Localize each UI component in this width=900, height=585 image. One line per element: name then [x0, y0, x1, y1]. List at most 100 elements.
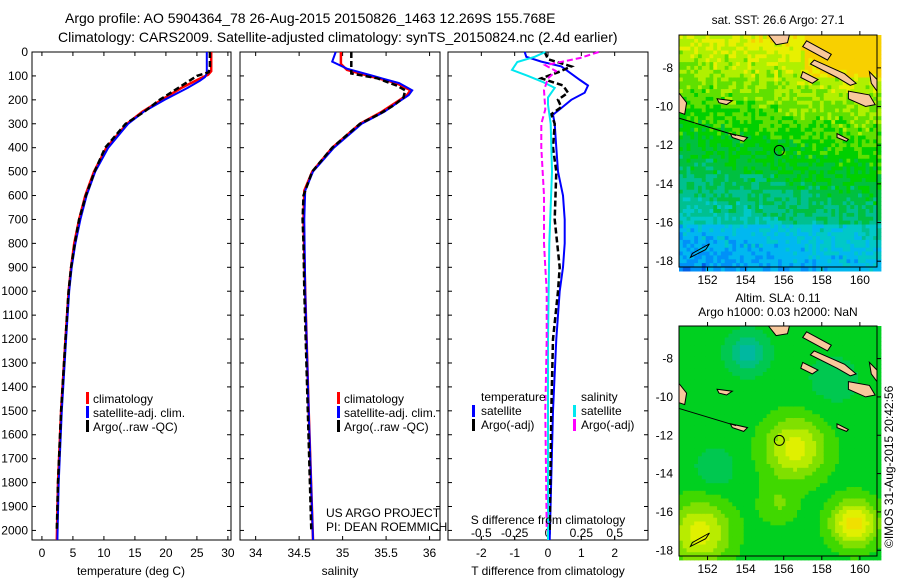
- grid-cell: [816, 182, 820, 187]
- legend-climatology-swatch: [337, 392, 340, 404]
- grid-cell: [694, 414, 698, 418]
- grid-cell: [793, 205, 797, 210]
- grid-cell: [721, 89, 725, 94]
- grid-cell: [721, 522, 725, 526]
- legend-s-argo-swatch: [573, 419, 576, 431]
- grid-cell: [690, 368, 694, 372]
- grid-cell: [759, 194, 763, 199]
- grid-cell: [713, 255, 717, 260]
- grid-cell: [687, 395, 691, 399]
- grid-cell: [862, 205, 866, 210]
- grid-cell: [725, 476, 729, 480]
- grid-cell: [751, 556, 755, 560]
- grid-cell: [740, 380, 744, 384]
- grid-cell: [732, 326, 736, 330]
- grid-cell: [729, 491, 733, 495]
- grid-cell: [710, 205, 714, 210]
- grid-cell: [835, 43, 839, 48]
- grid-cell: [729, 545, 733, 549]
- legend-s-satellite-swatch: [573, 405, 576, 417]
- grid-cell: [751, 357, 755, 361]
- grid-cell: [751, 376, 755, 380]
- grid-cell: [706, 449, 710, 453]
- grid-cell: [729, 170, 733, 175]
- grid-cell: [679, 506, 683, 510]
- grid-cell: [713, 372, 717, 376]
- grid-cell: [759, 449, 763, 453]
- grid-cell: [702, 139, 706, 144]
- grid-cell: [751, 341, 755, 345]
- grid-cell: [820, 182, 824, 187]
- grid-cell: [740, 391, 744, 395]
- grid-cell: [862, 240, 866, 245]
- grid-cell: [786, 255, 790, 260]
- grid-cell: [755, 101, 759, 106]
- project-credit: US ARGO PROJECT: [326, 506, 441, 520]
- grid-cell: [866, 205, 870, 210]
- grid-cell: [694, 372, 698, 376]
- grid-cell: [805, 147, 809, 152]
- grid-cell: [759, 529, 763, 533]
- grid-cell: [839, 81, 843, 86]
- grid-cell: [778, 163, 782, 168]
- grid-cell: [763, 70, 767, 75]
- grid-cell: [755, 437, 759, 441]
- grid-cell: [744, 124, 748, 128]
- grid-cell: [679, 361, 683, 365]
- grid-cell: [793, 147, 797, 152]
- grid-cell: [801, 54, 805, 59]
- grid-cell: [679, 449, 683, 453]
- grid-cell: [713, 221, 717, 226]
- grid-cell: [721, 487, 725, 491]
- grid-cell: [683, 353, 687, 357]
- grid-cell: [824, 124, 828, 128]
- grid-cell: [805, 116, 809, 121]
- grid-cell: [835, 232, 839, 237]
- grid-cell: [778, 47, 782, 52]
- grid-cell: [706, 384, 710, 388]
- grid-cell: [869, 186, 873, 191]
- grid-cell: [698, 112, 702, 117]
- grid-cell: [877, 151, 881, 156]
- grid-cell: [744, 545, 748, 549]
- grid-cell: [713, 499, 717, 503]
- grid-cell: [690, 151, 694, 156]
- grid-cell: [770, 58, 774, 63]
- grid-cell: [702, 182, 706, 187]
- grid-cell: [786, 205, 790, 210]
- grid-cell: [862, 217, 866, 222]
- grid-cell: [725, 403, 729, 407]
- grid-cell: [694, 426, 698, 430]
- grid-cell: [690, 433, 694, 437]
- grid-cell: [694, 518, 698, 522]
- grid-cell: [717, 414, 721, 418]
- grid-cell: [713, 407, 717, 411]
- grid-cell: [839, 58, 843, 63]
- grid-cell: [698, 163, 702, 168]
- grid-cell: [710, 449, 714, 453]
- grid-cell: [729, 93, 733, 98]
- grid-cell: [782, 105, 786, 110]
- grid-cell: [687, 89, 691, 94]
- grid-cell: [710, 407, 714, 411]
- grid-cell: [732, 453, 736, 457]
- grid-cell: [763, 468, 767, 472]
- grid-cell: [713, 525, 717, 529]
- grid-cell: [801, 101, 805, 106]
- grid-cell: [812, 205, 816, 210]
- grid-cell: [786, 93, 790, 98]
- grid-cell: [706, 147, 710, 152]
- grid-cell: [732, 197, 736, 202]
- grid-cell: [702, 525, 706, 529]
- grid-cell: [816, 151, 820, 156]
- grid-cell: [698, 514, 702, 518]
- grid-cell: [774, 128, 778, 133]
- grid-cell: [687, 468, 691, 472]
- grid-cell: [687, 147, 691, 152]
- grid-cell: [847, 66, 851, 71]
- grid-cell: [767, 426, 771, 430]
- grid-cell: [683, 70, 687, 75]
- grid-cell: [755, 357, 759, 361]
- grid-cell: [729, 364, 733, 368]
- grid-cell: [679, 330, 683, 334]
